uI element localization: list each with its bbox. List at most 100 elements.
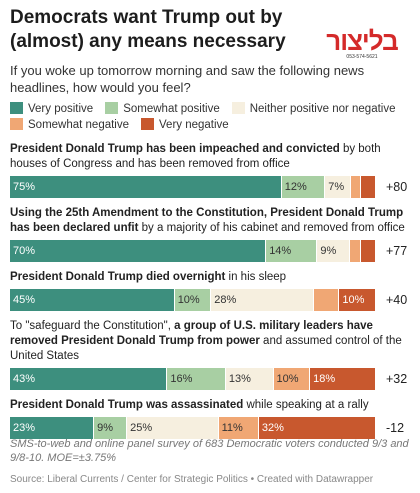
- legend-label: Somewhat positive: [123, 103, 220, 115]
- bar-segment: 10%: [174, 289, 212, 311]
- bar-segment: [350, 176, 362, 198]
- label-part: and assumed control of the United States: [10, 335, 402, 362]
- label-part: To "safeguard the Constitution",: [10, 320, 175, 332]
- label-part: while speaking at a rally: [243, 399, 369, 411]
- bar-segment: 9%: [94, 417, 128, 439]
- bar-segment: 13%: [225, 368, 274, 390]
- bar-segment: 18%: [310, 368, 376, 390]
- bar-segment: 11%: [218, 417, 259, 439]
- bar-segment: [313, 289, 340, 311]
- bar-segment: 45%: [10, 289, 175, 311]
- label-part: in his sleep: [225, 271, 287, 283]
- value-label: 7%: [328, 181, 345, 193]
- net-label: +32: [386, 372, 408, 386]
- logo: בליצור 053-574-5621: [314, 28, 410, 60]
- value-label: 28%: [214, 294, 237, 306]
- label-part: President Donald Trump was assassinated: [10, 399, 244, 411]
- bar: 43% 16% 13% 10% 18%: [10, 368, 376, 390]
- category-label: To "safeguard the Constitution", a group…: [10, 319, 415, 364]
- value-label: 18%: [313, 373, 336, 385]
- subtitle: If you woke up tomorrow morning and saw …: [10, 63, 365, 95]
- value-label: 10%: [276, 373, 299, 385]
- legend-label: Very positive: [28, 103, 94, 115]
- net-label: +77: [386, 244, 408, 258]
- bar-segment: [350, 240, 362, 262]
- source: Source: Liberal Currents / Center for St…: [10, 474, 374, 485]
- value-label: 75%: [13, 181, 36, 193]
- legend-label: Very negative: [159, 119, 229, 131]
- label-part: President Donald Trump has been impeache…: [10, 143, 340, 155]
- legend-item: Neither positive nor negative: [231, 102, 396, 115]
- legend-swatch: [231, 102, 245, 114]
- bar-line: 45% 10% 28% 10% +40: [10, 289, 415, 311]
- legend-swatch: [105, 102, 119, 114]
- row: President Donald Trump was assassinated …: [10, 398, 415, 439]
- bar-segment: 14%: [266, 240, 318, 262]
- row: President Donald Trump has been impeache…: [10, 142, 415, 198]
- bar-segment: 16%: [167, 368, 226, 390]
- value-label: 10%: [342, 294, 365, 306]
- bar: 75% 12% 7%: [10, 176, 376, 198]
- note: SMS-to-web and online panel survey of 68…: [10, 438, 409, 464]
- bar-segment: 7%: [325, 176, 351, 198]
- value-label: 13%: [228, 373, 251, 385]
- bar-line: 43% 16% 13% 10% 18% +32: [10, 368, 415, 390]
- bar-segment: 70%: [10, 240, 267, 262]
- label-part: Using the 25th Amendment to the Constitu…: [10, 207, 404, 234]
- bar: 23% 9% 25% 11% 32%: [10, 417, 376, 439]
- value-label: 25%: [130, 422, 153, 434]
- value-label: 11%: [221, 422, 243, 434]
- legend-swatch: [141, 118, 155, 130]
- legend-item: Somewhat negative: [10, 118, 130, 131]
- row: President Donald Trump died overnight in…: [10, 270, 415, 311]
- bar-segment: 12%: [281, 176, 326, 198]
- net-label: +40: [386, 293, 408, 307]
- value-label: 32%: [261, 422, 284, 434]
- logo-text: בליצור: [326, 26, 399, 56]
- value-label: 12%: [284, 181, 307, 193]
- bar-segment: 75%: [10, 176, 282, 198]
- legend-item: Somewhat positive: [105, 102, 220, 115]
- bars: President Donald Trump has been impeache…: [10, 142, 415, 447]
- net-label: +80: [386, 180, 408, 194]
- category-label: President Donald Trump has been impeache…: [10, 142, 415, 172]
- legend-item: Very negative: [141, 118, 229, 131]
- bar-segment: [361, 176, 376, 198]
- bar-segment: 10%: [273, 368, 311, 390]
- category-label: Using the 25th Amendment to the Constitu…: [10, 206, 415, 236]
- legend-swatch: [10, 118, 23, 130]
- bar-segment: [361, 240, 376, 262]
- chart-title: Democrats want Trump out by (almost) any…: [10, 7, 286, 52]
- label-part: President Donald Trump died overnight: [10, 271, 226, 283]
- value-label: 10%: [177, 294, 200, 306]
- value-label: 16%: [170, 373, 193, 385]
- bar-line: 70% 14% 9% +77: [10, 240, 415, 262]
- legend-swatch: [10, 102, 23, 114]
- value-label: 23%: [13, 422, 36, 434]
- bar: 70% 14% 9%: [10, 240, 376, 262]
- legend-item: Very positive: [10, 102, 94, 115]
- category-label: President Donald Trump died overnight in…: [10, 270, 415, 285]
- legend-label: Neither positive nor negative: [249, 103, 396, 115]
- bar-segment: 25%: [127, 417, 219, 439]
- bar-segment: 9%: [317, 240, 351, 262]
- logo-phone: 053-574-5621: [346, 54, 378, 60]
- label-part: by both houses of Congress and has been …: [10, 143, 381, 170]
- category-label: President Donald Trump was assassinated …: [10, 398, 415, 413]
- legend-label: Somewhat negative: [28, 119, 130, 131]
- bar-segment: 10%: [339, 289, 376, 311]
- row: To "safeguard the Constitution", a group…: [10, 319, 415, 390]
- value-label: 43%: [13, 373, 36, 385]
- bar-segment: 32%: [258, 417, 376, 439]
- value-label: 9%: [320, 245, 337, 257]
- value-label: 9%: [97, 422, 114, 434]
- legend: Very positive Somewhat positive Neither po…: [10, 101, 410, 133]
- row: Using the 25th Amendment to the Constitu…: [10, 206, 415, 262]
- bar-segment: 28%: [211, 289, 314, 311]
- value-label: 45%: [13, 294, 36, 306]
- bar-segment: 43%: [10, 368, 168, 390]
- label-part: by a majority of his cabinet and removed…: [138, 222, 405, 234]
- bar-line: 75% 12% 7% +80: [10, 176, 415, 198]
- label-part: a group of U.S. military leaders have re…: [10, 320, 373, 347]
